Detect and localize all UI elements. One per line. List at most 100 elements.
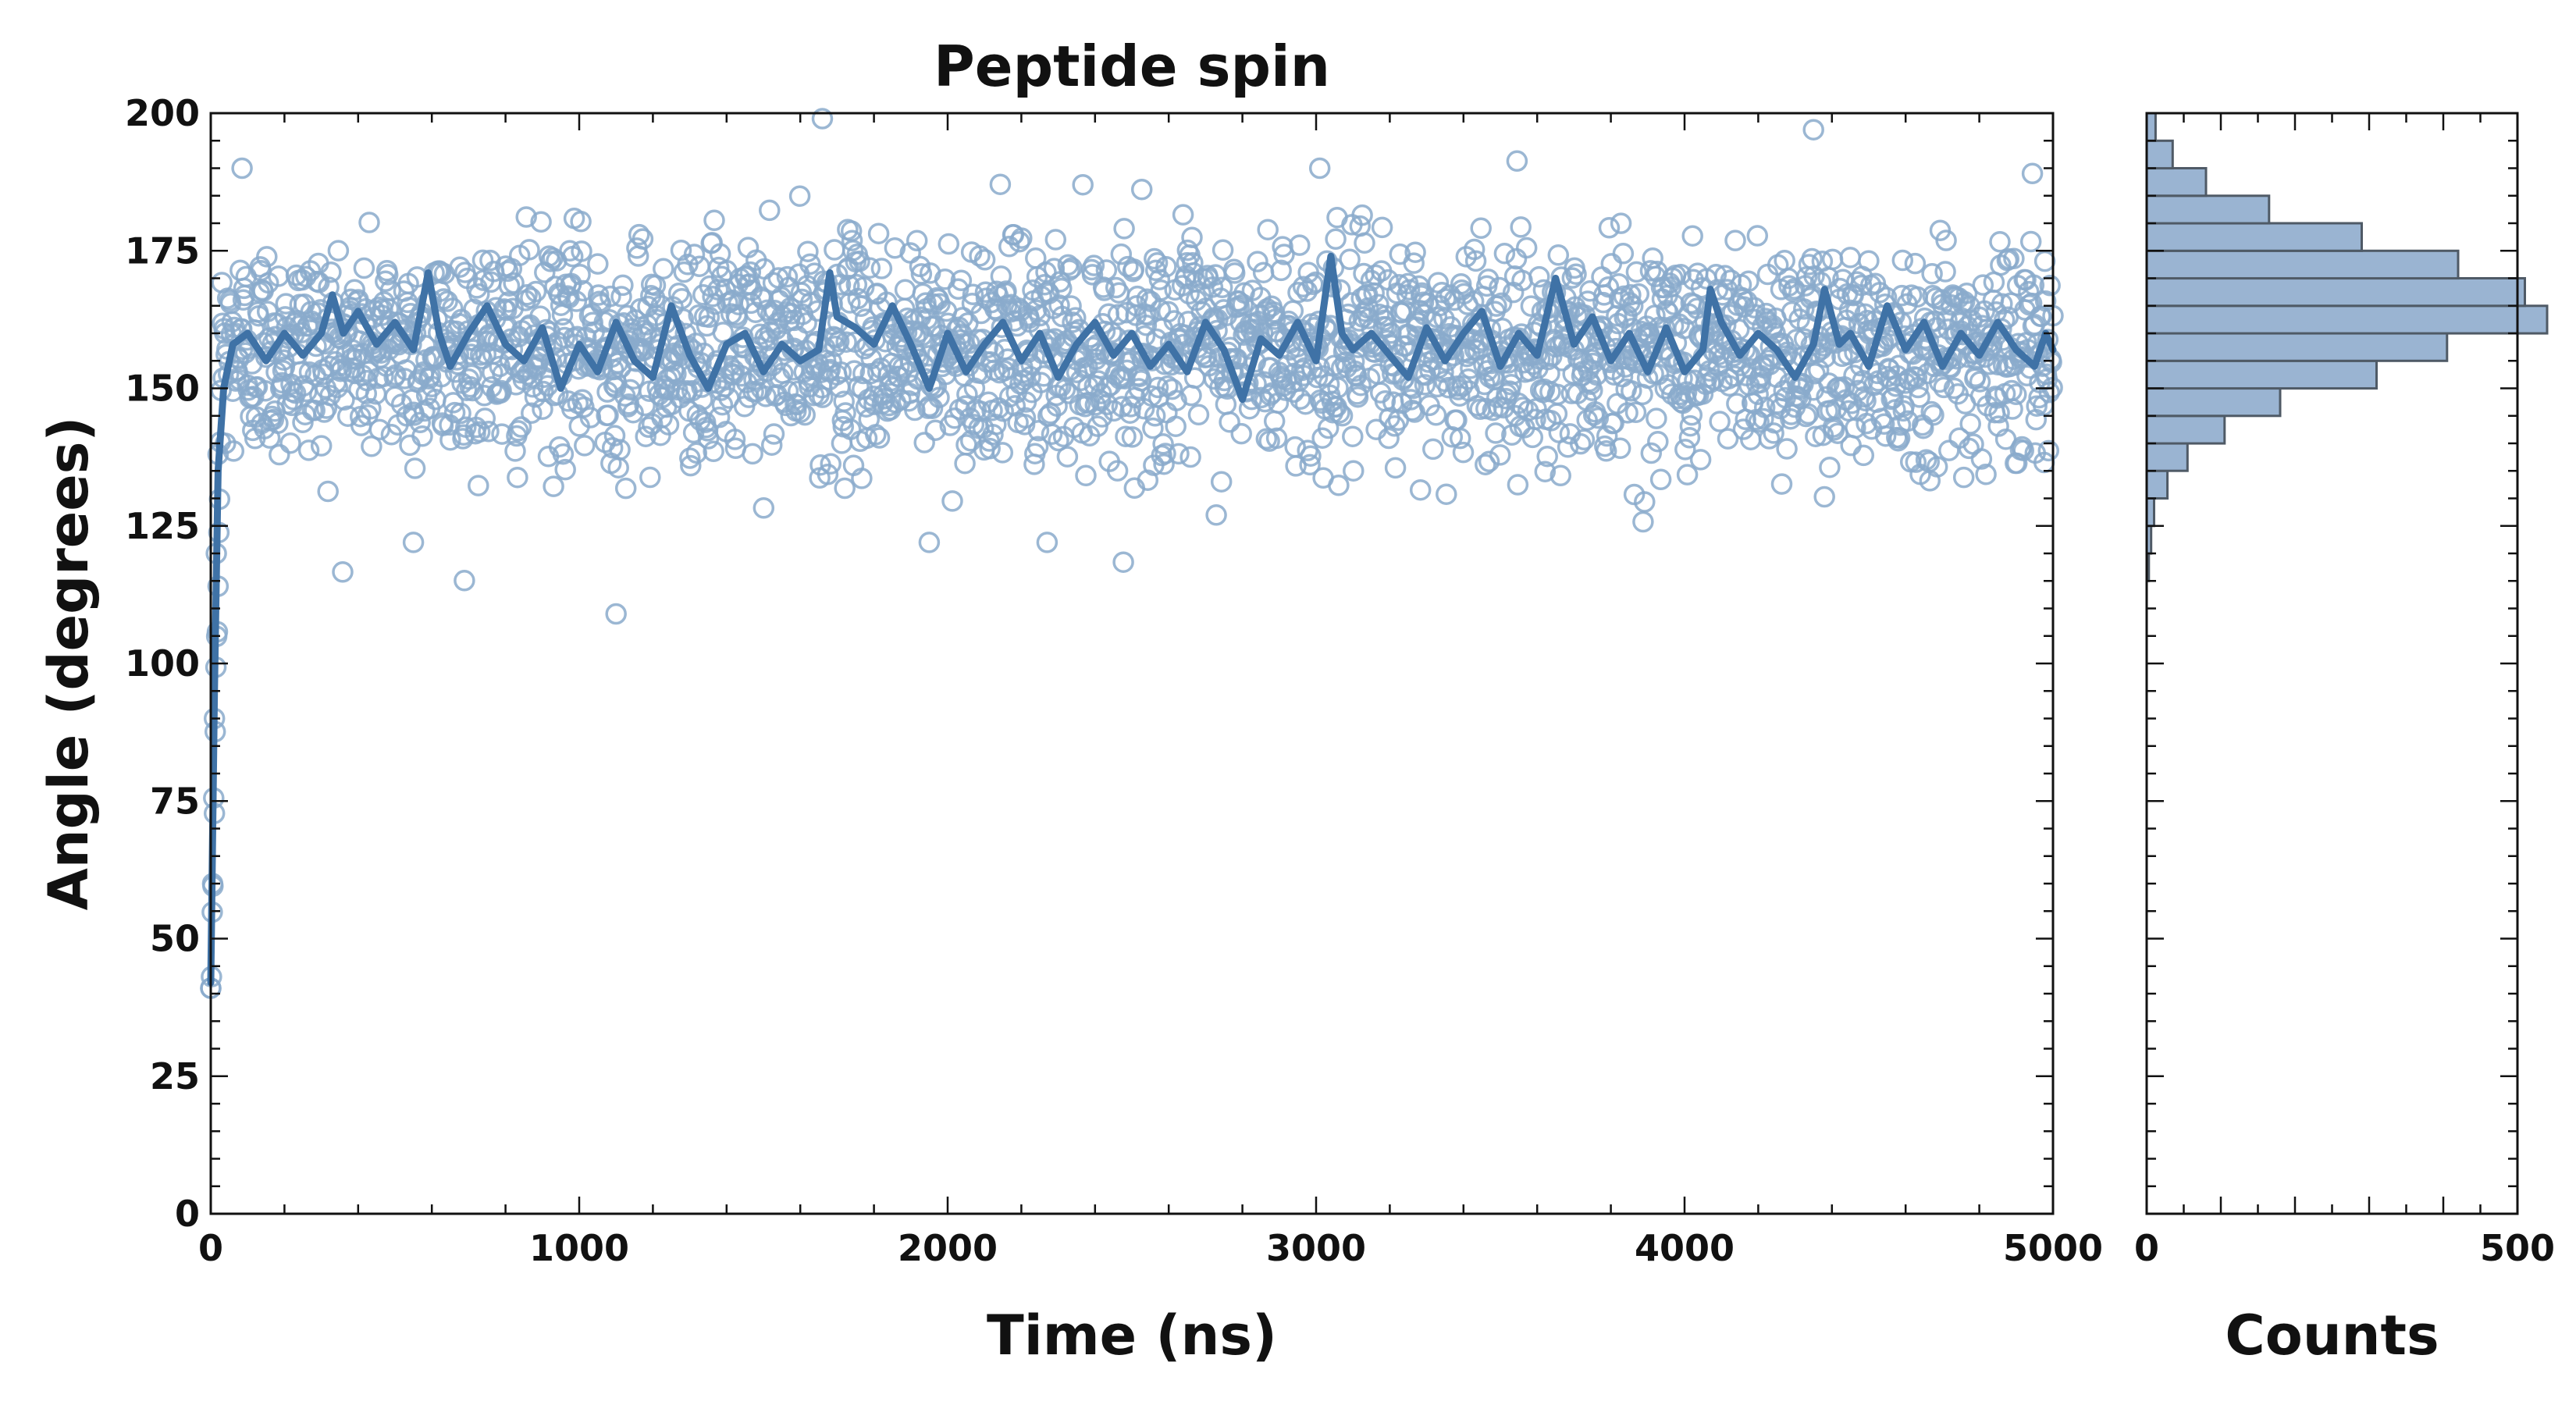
scatter-point (865, 424, 887, 446)
scatter-point (851, 468, 873, 489)
scatter-point (1485, 422, 1507, 444)
scatter-point (530, 211, 552, 233)
scatter-point (1774, 250, 1795, 272)
scatter-point (759, 199, 781, 222)
scatter-point (742, 443, 763, 465)
scatter-point (1121, 426, 1144, 448)
histogram-tick-labels: 0 500 (2134, 1227, 2555, 1269)
scatter-point (1093, 279, 1115, 301)
scatter-point (1852, 444, 1875, 467)
histogram-bar (2145, 167, 2208, 197)
scatter-point (1565, 263, 1587, 285)
scatter-point (635, 425, 656, 447)
scatter-point (457, 368, 480, 390)
scatter-point (1051, 277, 1073, 300)
scatter-point (1802, 119, 1824, 140)
scatter-point (1953, 290, 1976, 313)
scatter-point (1153, 453, 1175, 475)
scatter-point (2018, 280, 2040, 303)
scatter-point (1317, 417, 1340, 439)
scatter-point (1866, 362, 1888, 385)
scatter-point (1300, 445, 1322, 467)
y-tick-label: 200 (125, 92, 200, 134)
scatter-point (1646, 407, 1667, 429)
scatter-point (955, 395, 977, 417)
scatter-point (1126, 285, 1148, 308)
scatter-point (1795, 405, 1817, 428)
scatter-point (1536, 445, 1558, 468)
x-tick-label: 5000 (2003, 1227, 2103, 1269)
histogram-bar (2145, 387, 2282, 418)
scatter-point (1289, 234, 1311, 256)
scatter-point (1888, 427, 1911, 449)
scatter-point (969, 245, 991, 267)
scatter-point (859, 257, 881, 279)
scatter-point (501, 338, 524, 361)
running-mean-line (207, 252, 2057, 987)
scatter-point (1183, 261, 1204, 284)
y-tick-label: 75 (150, 780, 200, 822)
scatter-point (1595, 440, 1617, 462)
scatter-point (1409, 478, 1432, 501)
scatter-point (1060, 295, 1082, 317)
scatter-point (1874, 425, 1897, 447)
scatter-point (1168, 443, 1190, 465)
scatter-point (333, 389, 355, 411)
scatter-point (1265, 427, 1288, 450)
scatter-point (1850, 274, 1873, 297)
scatter-point (332, 561, 354, 583)
scatter-point (1327, 377, 1349, 399)
scatter-point (795, 312, 817, 334)
scatter-point (1926, 456, 1948, 478)
scatter-point (1347, 386, 1369, 408)
scatter-point (516, 283, 538, 306)
scatter-point (411, 425, 433, 447)
scatter-point (998, 357, 1019, 379)
scatter-point (830, 361, 852, 383)
scatter-point (1748, 411, 1770, 433)
scatter-point (1904, 252, 1927, 275)
scatter-point (1464, 250, 1487, 272)
scatter-point (1744, 304, 1767, 326)
scatter-point (1920, 400, 1942, 423)
scatter-point (358, 212, 380, 233)
scatter-point (683, 244, 706, 265)
scatter-point (680, 454, 702, 477)
scatter-point (1115, 425, 1137, 447)
scatter-point (1823, 419, 1845, 441)
scatter-point (941, 490, 963, 512)
scatter-point (1805, 425, 1827, 447)
scatter-point (1610, 212, 1632, 234)
scatter-point (439, 414, 461, 436)
scatter-point (1414, 374, 1436, 396)
scatter-point (1130, 178, 1153, 201)
scatter-point (1726, 393, 1748, 414)
scatter-point (1181, 226, 1203, 248)
scatter-point (504, 440, 526, 462)
scatter-point (503, 272, 525, 294)
scatter-point (1114, 368, 1136, 389)
scatter-point (1608, 272, 1630, 295)
scatter-point (1938, 439, 1960, 461)
scatter-point (605, 603, 627, 625)
scatter-point (1807, 359, 1830, 381)
scatter-point (894, 279, 916, 301)
scatter-point (1506, 150, 1528, 173)
scatter-point (824, 239, 845, 261)
scatter-point (657, 414, 680, 436)
scatter-point (1123, 258, 1145, 280)
scatter-point (834, 477, 856, 500)
scatter-point (685, 442, 708, 464)
scatter-point (1714, 265, 1736, 286)
scatter-point (1019, 365, 1041, 388)
scatter-point (1147, 376, 1169, 399)
scatter-point (290, 361, 311, 383)
scatter-point (1676, 464, 1699, 486)
scatter-point (2003, 247, 2025, 269)
scatter-point (1813, 486, 1835, 508)
scatter-point (755, 386, 777, 407)
scatter-point (728, 293, 749, 315)
scatter-point (1478, 450, 1500, 473)
scatter-point (468, 475, 489, 496)
scatter-point (635, 322, 657, 344)
